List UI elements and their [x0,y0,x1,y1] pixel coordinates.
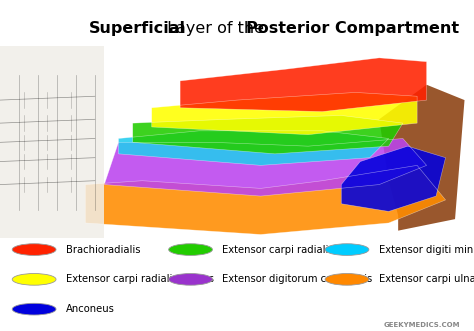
Polygon shape [133,116,403,154]
Text: Superficial: Superficial [89,21,185,36]
Polygon shape [379,85,465,231]
Text: Extensor digitorum communis: Extensor digitorum communis [222,274,373,284]
Text: Extensor carpi radialis brevis: Extensor carpi radialis brevis [222,245,367,255]
Text: Layer of the: Layer of the [162,21,269,36]
Ellipse shape [12,244,56,256]
Ellipse shape [325,273,369,285]
Polygon shape [180,58,427,112]
Polygon shape [0,46,104,238]
Ellipse shape [169,273,212,285]
Ellipse shape [325,244,369,256]
Polygon shape [152,92,417,135]
Text: GEEKYMEDICS.COM: GEEKYMEDICS.COM [383,322,460,328]
Text: Extensor carpi radialis longus: Extensor carpi radialis longus [66,274,214,284]
Polygon shape [118,131,389,166]
Text: Brachioradialis: Brachioradialis [66,245,140,255]
Ellipse shape [12,273,56,285]
Text: Extensor carpi ulnaris: Extensor carpi ulnaris [379,274,474,284]
Ellipse shape [169,244,212,256]
Polygon shape [85,166,446,234]
Ellipse shape [12,303,56,315]
Polygon shape [341,146,446,212]
Text: Extensor digiti minimi: Extensor digiti minimi [379,245,474,255]
Polygon shape [104,138,427,196]
Text: Anconeus: Anconeus [66,304,115,314]
Text: Posterior Compartment: Posterior Compartment [246,21,459,36]
